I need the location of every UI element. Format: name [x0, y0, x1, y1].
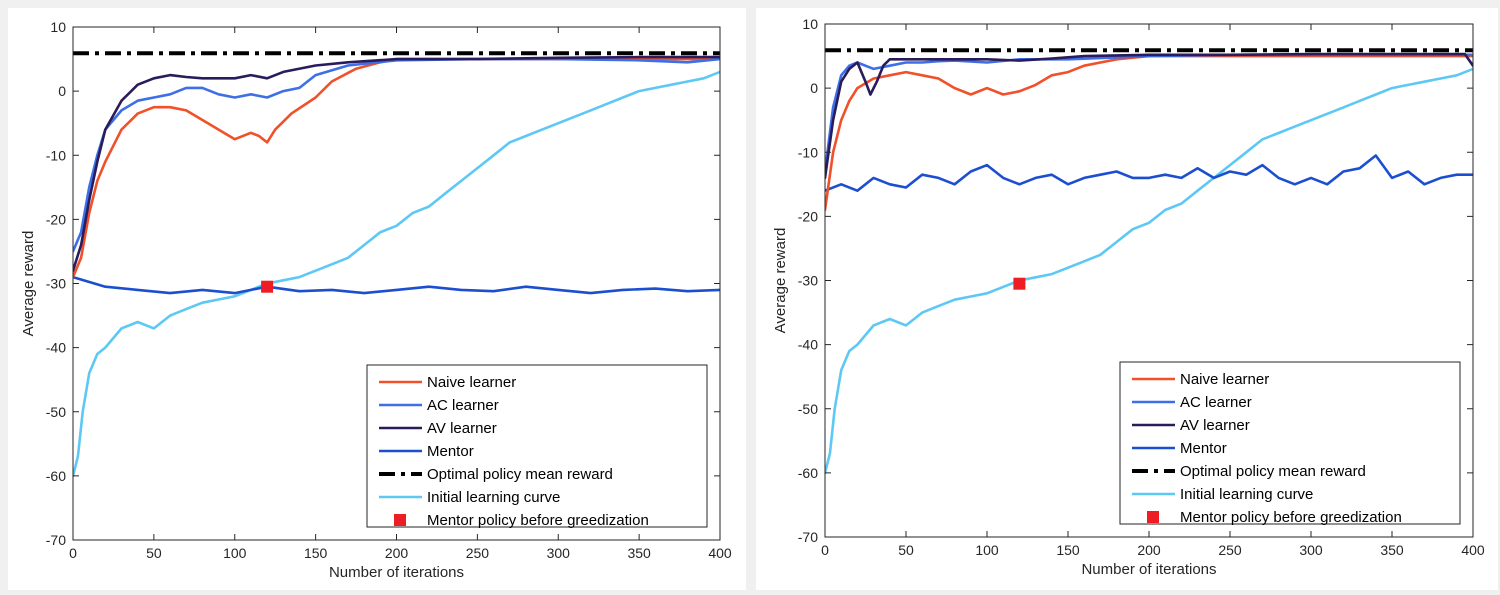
x-tick-label: 50	[898, 542, 914, 558]
legend-box	[366, 364, 708, 528]
legend-label: Mentor	[427, 443, 474, 460]
y-tick-label: 0	[810, 80, 818, 96]
marker-mentor-policy	[1013, 277, 1026, 290]
x-tick-label: 250	[466, 545, 490, 561]
y-tick-label: -40	[798, 337, 818, 353]
x-tick-label: 150	[304, 545, 328, 561]
x-tick-label: 200	[385, 545, 409, 561]
x-tick-label: 400	[1461, 542, 1485, 558]
y-tick-label: -70	[46, 532, 66, 548]
chart-panel-2: 0 50 100 150 200 250 300 350 400-70-60-50-40-30-…	[756, 8, 1498, 590]
legend-label: Naive learner	[427, 374, 516, 391]
y-tick-label: -10	[46, 147, 66, 163]
marker-mentor-policy	[261, 280, 274, 293]
legend-label: AV learner	[427, 420, 497, 437]
x-tick-label: 100	[223, 545, 247, 561]
series-line-av-learner	[825, 52, 1473, 180]
legend-label: Optimal policy mean reward	[1180, 463, 1366, 480]
legend-label: AC learner	[1180, 394, 1252, 411]
x-axis-label: Number of iterations	[1081, 561, 1216, 578]
y-tick-label: -40	[46, 340, 66, 356]
x-tick-label: 300	[1299, 542, 1323, 558]
x-tick-label: 100	[975, 542, 999, 558]
legend-label: Initial learning curve	[1180, 486, 1313, 503]
x-tick-label: 150	[1056, 542, 1080, 558]
series-line-initial-learning-curve	[825, 67, 1473, 475]
series-group	[73, 51, 720, 478]
chart-panel-1: 0 50 100 150 200 250 300 350 400-70-60-50-40-30-…	[8, 8, 746, 590]
legend-label: Mentor policy before greedization	[1180, 509, 1402, 526]
y-tick-label: -20	[46, 211, 66, 227]
y-tick-label: -70	[798, 529, 818, 545]
legend-label: AV learner	[1180, 417, 1250, 434]
x-tick-label: 300	[547, 545, 571, 561]
legend: Naive learner AC learner AV learner Mentor O…	[366, 364, 708, 529]
y-tick-label: -50	[798, 401, 818, 417]
y-tick-label: -30	[798, 273, 818, 289]
series-line-mentor	[73, 275, 720, 295]
x-axis-label: Number of iterations	[329, 564, 464, 581]
y-tick-label: -30	[46, 276, 66, 292]
legend-box	[1119, 361, 1461, 525]
series-line-initial-learning-curve	[73, 70, 720, 478]
y-tick-label: -10	[798, 144, 818, 160]
legend-label: Initial learning curve	[427, 489, 560, 506]
legend-marker-swatch	[1147, 511, 1159, 523]
legend: Naive learner AC learner AV learner Mentor O…	[1119, 361, 1461, 526]
x-tick-label: 250	[1218, 542, 1242, 558]
y-tick-label: 0	[58, 83, 66, 99]
x-tick-label: 0	[69, 545, 77, 561]
legend-marker-swatch	[394, 514, 406, 526]
legend-label: Mentor policy before greedization	[427, 512, 649, 529]
y-tick-label: -60	[46, 468, 66, 484]
series-line-mentor	[825, 154, 1473, 192]
y-tick-label: 10	[50, 19, 66, 35]
y-tick-label: 10	[802, 16, 818, 32]
y-tick-label: -50	[46, 404, 66, 420]
x-tick-label: 350	[627, 545, 651, 561]
x-tick-label: 200	[1137, 542, 1161, 558]
x-tick-label: 0	[821, 542, 829, 558]
x-tick-label: 50	[146, 545, 162, 561]
legend-label: Optimal policy mean reward	[427, 466, 613, 483]
legend-label: Naive learner	[1180, 371, 1269, 388]
y-axis-label: Average reward	[20, 231, 37, 337]
x-tick-label: 400	[708, 545, 732, 561]
y-tick-label: -60	[798, 465, 818, 481]
y-axis-label: Average reward	[772, 228, 789, 334]
x-tick-label: 350	[1380, 542, 1404, 558]
series-group	[825, 48, 1473, 475]
legend-label: Mentor	[1180, 440, 1227, 457]
y-tick-label: -20	[798, 208, 818, 224]
series-line-av-learner	[73, 55, 720, 272]
legend-label: AC learner	[427, 397, 499, 414]
